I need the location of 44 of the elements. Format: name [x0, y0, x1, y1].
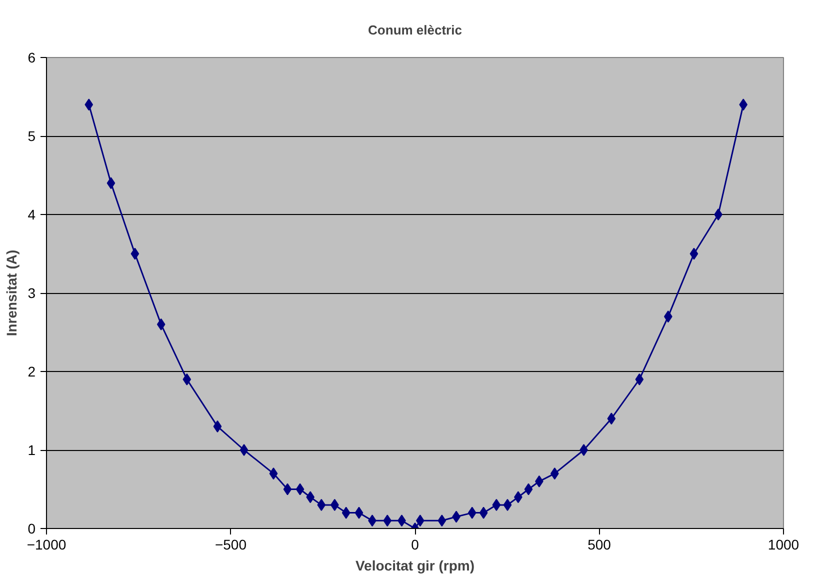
point [479, 506, 488, 519]
x-tick-label: 0 [411, 536, 420, 552]
point [182, 373, 192, 386]
point [714, 208, 722, 220]
point [84, 98, 94, 111]
point [690, 248, 698, 260]
x-tick-label: −1000 [26, 536, 66, 552]
y-tick-label: 3 [28, 285, 36, 301]
point [213, 420, 222, 432]
x-tick-label: −500 [214, 536, 247, 552]
x-tick-label: 500 [588, 536, 612, 552]
y-tick-label: 5 [28, 128, 36, 144]
point [635, 373, 644, 386]
point [438, 514, 446, 527]
point [269, 468, 278, 480]
y-tick-label: 2 [28, 364, 36, 380]
point [664, 310, 672, 323]
point [317, 498, 326, 511]
point [492, 498, 501, 511]
y-tick-label: 6 [28, 50, 36, 66]
point [383, 514, 392, 527]
point [550, 468, 559, 480]
y-tick-label: 4 [28, 206, 36, 222]
point [580, 444, 588, 456]
x-axis-title: Velocitat gir (rpm) [355, 558, 475, 574]
point [283, 483, 292, 496]
point [240, 444, 248, 456]
point [106, 177, 116, 190]
y-tick-label: 1 [28, 442, 36, 458]
chart-title: Conum elèctric [368, 22, 462, 38]
point [607, 412, 616, 425]
x-tick-label: 1000 [768, 536, 800, 552]
point [130, 248, 140, 260]
point [306, 491, 315, 504]
point [524, 483, 533, 496]
point [342, 506, 350, 519]
point [416, 514, 424, 527]
point [503, 498, 512, 511]
point [296, 483, 304, 496]
point [468, 506, 476, 519]
point [354, 506, 364, 519]
y-tick-label: 0 [28, 520, 36, 536]
y-axis-title: Inrensitat (A) [4, 250, 20, 336]
point [156, 318, 166, 330]
